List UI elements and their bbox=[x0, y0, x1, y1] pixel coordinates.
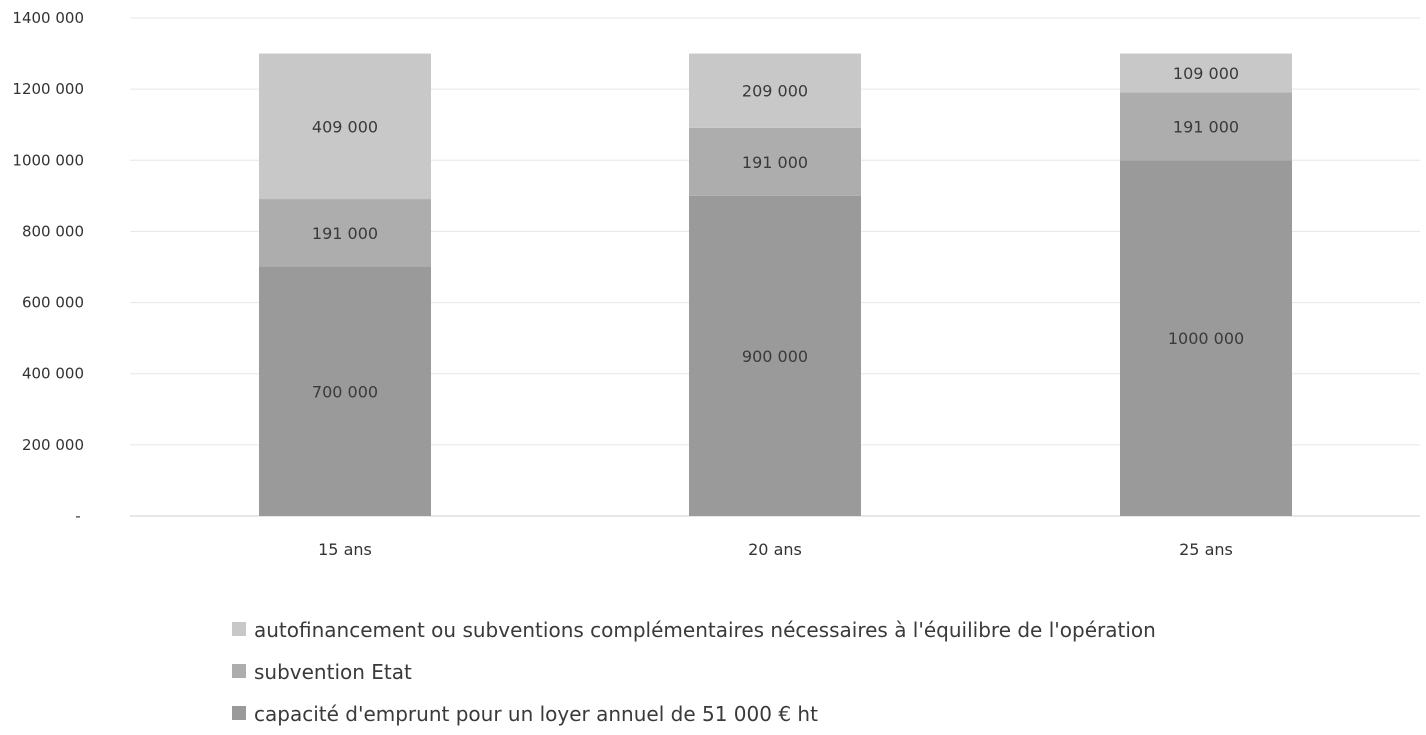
y-axis-tick-labels: - 200 000 400 000 600 000 800 000 1000 000 120… bbox=[12, 9, 84, 525]
x-category-label: 25 ans bbox=[1179, 540, 1233, 559]
legend-swatch bbox=[232, 706, 246, 720]
x-axis-category-labels: 15 ans 20 ans 25 ans bbox=[318, 540, 1233, 559]
bar-segment bbox=[689, 195, 861, 516]
legend-entry: autofinancement ou subventions complémen… bbox=[254, 618, 1156, 642]
y-tick-label: - bbox=[75, 507, 80, 525]
x-category-label: 15 ans bbox=[318, 540, 372, 559]
data-label: 209 000 bbox=[742, 82, 808, 101]
data-label: 191 000 bbox=[312, 224, 378, 243]
y-tick-label: 600 000 bbox=[22, 294, 84, 312]
legend-swatch bbox=[232, 622, 246, 636]
bar-segment bbox=[1120, 92, 1292, 161]
y-tick-label: 400 000 bbox=[22, 365, 84, 383]
legend-swatch bbox=[232, 664, 246, 678]
data-label: 700 000 bbox=[312, 383, 378, 402]
data-label: 109 000 bbox=[1173, 64, 1239, 83]
bars bbox=[259, 53, 1292, 517]
y-tick-label: 800 000 bbox=[22, 222, 84, 240]
y-tick-label: 1400 000 bbox=[12, 9, 84, 27]
data-label: 1000 000 bbox=[1168, 329, 1244, 348]
data-label: 900 000 bbox=[742, 347, 808, 366]
data-label: 409 000 bbox=[312, 117, 378, 136]
x-category-label: 20 ans bbox=[748, 540, 802, 559]
data-labels: 700 000 191 000 409 000 900 000 191 000 209 0… bbox=[312, 64, 1244, 402]
bar-segment bbox=[259, 199, 431, 267]
bar-segment bbox=[689, 127, 861, 196]
legend-entry: subvention Etat bbox=[254, 660, 412, 684]
y-tick-label: 200 000 bbox=[22, 436, 84, 454]
bar-segment bbox=[1120, 160, 1292, 517]
y-tick-label: 1000 000 bbox=[12, 151, 84, 169]
y-tick-label: 1200 000 bbox=[12, 80, 84, 98]
legend: autofinancement ou subventions complémen… bbox=[232, 618, 1156, 726]
legend-entry: capacité d'emprunt pour un loyer annuel … bbox=[254, 702, 818, 726]
data-label: 191 000 bbox=[742, 153, 808, 172]
bar-segment bbox=[689, 53, 861, 128]
bar-segment bbox=[1120, 53, 1292, 93]
bar-segment bbox=[259, 53, 431, 200]
bar-segment bbox=[259, 267, 431, 516]
data-label: 191 000 bbox=[1173, 117, 1239, 136]
